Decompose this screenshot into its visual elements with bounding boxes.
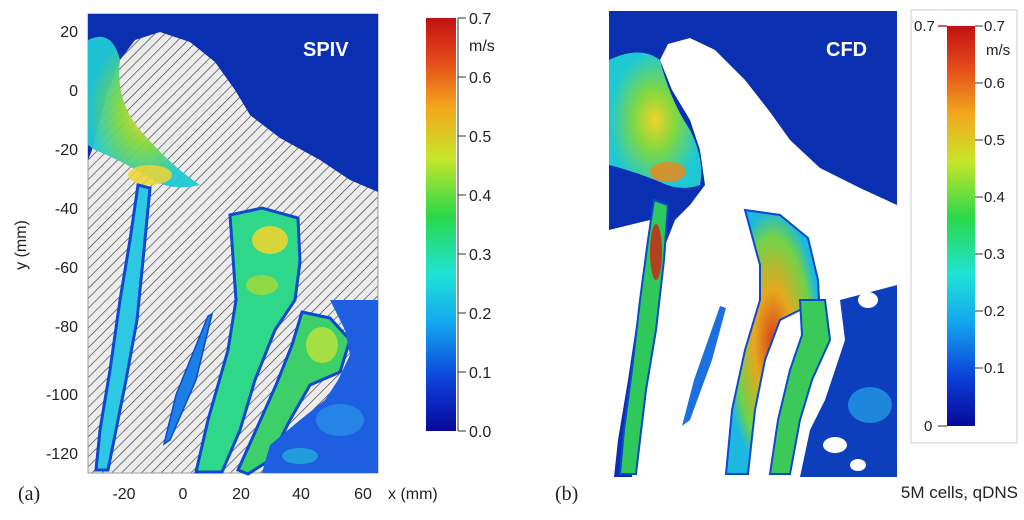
x-tick-0: 0	[179, 486, 188, 503]
x-axis-label: x (mm)	[388, 486, 438, 503]
spiv-title: SPIV	[303, 39, 349, 61]
x-tick-minus20: -20	[112, 486, 135, 503]
y-tick-minus100: -100	[46, 387, 78, 404]
cbar-a-tick-0.5: 0.5	[469, 129, 491, 146]
y-tick-0: 0	[69, 83, 78, 100]
cbar-b-tick-0.3: 0.3	[984, 246, 1005, 263]
cbar-a-tick-0.2: 0.2	[469, 306, 491, 323]
y-tick-minus40: -40	[55, 201, 78, 218]
cbar-a-unit: m/s	[469, 38, 495, 55]
cfd-title: CFD	[826, 39, 867, 61]
colorbar-b: 0.7 0 0.7 m/s 0.6 0.5 0.4 0.3 0.2 0.1	[910, 9, 1018, 444]
y-tick-minus20: -20	[55, 142, 78, 159]
cfd-middle-branch	[768, 299, 832, 475]
y-axis-label: y (mm)	[13, 220, 30, 270]
x-tick-60: 60	[354, 486, 372, 503]
y-tick-minus60: -60	[55, 260, 78, 277]
panel-b: CFD	[609, 11, 897, 477]
y-tick-minus120: -120	[46, 446, 78, 463]
colorbar-a-gradient	[426, 18, 456, 431]
y-tick-minus80: -80	[55, 319, 78, 336]
cfd-vestibule-flow	[609, 52, 702, 188]
cfd-tissue-left	[609, 220, 650, 477]
spiv-thin-streak	[162, 312, 214, 446]
cbar-b-tick-0.7: 0.7	[984, 18, 1005, 35]
x-tick-20: 20	[232, 486, 250, 503]
cfd-thin-streak	[682, 306, 726, 426]
cfd-caption: 5M cells, qDNS	[901, 483, 1018, 502]
cbar-b-tick-0.5: 0.5	[984, 132, 1005, 149]
panel-a-axes: 20 0 -20 -40 -60 -80 -100 -120 -20 0 20 …	[13, 24, 438, 505]
cbar-b-bottom-label: 0	[924, 418, 932, 435]
colorbar-a: 0.7 m/s 0.6 0.5 0.4 0.3 0.2 0.1 0.0	[426, 11, 495, 441]
spiv-middle-channel	[194, 206, 302, 474]
cbar-b-tick-0.6: 0.6	[984, 75, 1005, 92]
cbar-b-unit: m/s	[986, 42, 1010, 59]
cbar-b-tick-0.2: 0.2	[984, 303, 1005, 320]
spiv-outer-flow	[88, 14, 378, 192]
cbar-a-tick-0.7: 0.7	[469, 11, 491, 28]
y-tick-20: 20	[60, 24, 78, 41]
panel-a	[87, 13, 379, 476]
cbar-b-top-label: 0.7	[914, 18, 935, 35]
panel-a-label: (a)	[18, 483, 40, 505]
cfd-lower-region	[800, 285, 897, 477]
cbar-a-tick-0.6: 0.6	[469, 70, 491, 87]
cbar-b-tick-0.4: 0.4	[984, 189, 1005, 206]
cbar-b-tick-0.1: 0.1	[984, 360, 1005, 377]
cbar-a-tick-0.4: 0.4	[469, 188, 491, 205]
panel-b-label: (b)	[555, 483, 578, 505]
cfd-middle-channel	[724, 208, 822, 475]
cbar-a-tick-0.1: 0.1	[469, 365, 491, 382]
spiv-vestibule-flow	[88, 36, 200, 188]
x-tick-40: 40	[292, 486, 310, 503]
colorbar-b-gradient	[947, 26, 975, 426]
cbar-a-tick-0.3: 0.3	[469, 247, 491, 264]
cbar-a-tick-0.0: 0.0	[469, 424, 491, 441]
spiv-left-channel	[94, 183, 152, 472]
